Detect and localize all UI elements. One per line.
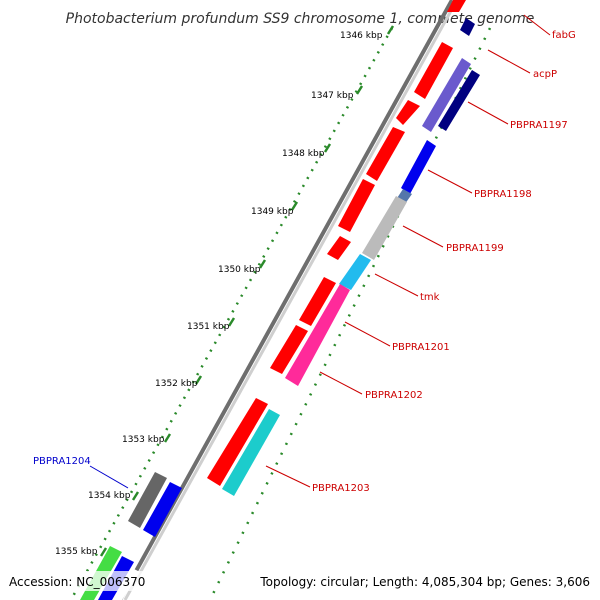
ruler-tick — [163, 433, 172, 443]
ruler-tick — [131, 491, 140, 501]
leader-line — [523, 14, 551, 36]
gene-block[interactable] — [401, 140, 436, 194]
gene-block[interactable] — [128, 472, 167, 528]
leader-line — [374, 273, 419, 297]
gene-block[interactable] — [460, 18, 475, 36]
gene-block[interactable] — [422, 58, 471, 132]
gene-block[interactable] — [339, 254, 371, 290]
gene-label-PBPRA1199[interactable]: PBPRA1199 — [446, 243, 504, 254]
gene-labels: fabG acpP PBPRA1197 PBPRA1198 PBPRA1199 … — [33, 30, 576, 494]
gene-block[interactable] — [207, 398, 268, 486]
ruler-tick — [99, 547, 108, 557]
leader-line — [427, 169, 473, 194]
ruler-tick — [290, 201, 299, 211]
gene-block[interactable] — [414, 42, 453, 99]
gene-block[interactable] — [447, 0, 466, 12]
ruler-tick — [227, 317, 236, 327]
gene-block[interactable] — [438, 70, 480, 131]
chromosome-backbone — [118, 0, 459, 600]
gene-block[interactable] — [143, 482, 182, 537]
gene-block[interactable] — [396, 100, 420, 125]
gene-label-PBPRA1197[interactable]: PBPRA1197 — [510, 120, 568, 131]
gene-label-PBPRA1202[interactable]: PBPRA1202 — [365, 390, 423, 401]
leader-line — [344, 321, 391, 347]
leader-line — [265, 465, 311, 488]
ruler-tick — [355, 85, 364, 95]
outer-ruler — [70, 27, 394, 599]
gene-label-PBPRA1204[interactable]: PBPRA1204 — [33, 456, 91, 467]
tick-label: 1349 kbp — [251, 207, 294, 217]
gene-label-fabG[interactable]: fabG — [552, 30, 576, 41]
gene-block[interactable] — [327, 236, 351, 260]
label-leaders — [89, 14, 551, 489]
tick-label: 1348 kbp — [282, 149, 325, 159]
gene-block[interactable] — [362, 196, 407, 260]
gene-label-PBPRA1201[interactable]: PBPRA1201 — [392, 342, 450, 353]
tick-label: 1350 kbp — [218, 265, 261, 275]
leader-line — [487, 49, 531, 74]
gene-label-acpP[interactable]: acpP — [533, 69, 557, 80]
tick-label: 1352 kbp — [155, 379, 198, 389]
footer: Accession: NC_006370 Topology: circular;… — [4, 571, 590, 591]
tick-label: 1353 kbp — [122, 435, 165, 445]
ruler-labels: 1346 kbp 1347 kbp 1348 kbp 1349 kbp 1350… — [55, 31, 383, 557]
ruler-tick — [258, 259, 267, 269]
gene-label-PBPRA1203[interactable]: PBPRA1203 — [312, 483, 370, 494]
gene-block[interactable] — [222, 409, 280, 496]
leader-line — [402, 225, 444, 248]
tick-label: 1355 kbp — [55, 547, 98, 557]
ruler-tick — [323, 143, 332, 153]
gene-block[interactable] — [285, 284, 350, 386]
tick-label: 1351 kbp — [187, 322, 230, 332]
gene-block[interactable] — [299, 277, 336, 326]
topology-summary: Topology: circular; Length: 4,085,304 bp… — [259, 575, 590, 589]
ruler-tick — [386, 25, 395, 35]
leader-line — [467, 101, 509, 125]
ruler-ticks — [99, 25, 395, 557]
leader-line — [319, 371, 363, 395]
tick-label: 1346 kbp — [340, 31, 383, 41]
gene-block[interactable] — [366, 127, 405, 181]
leader-line — [89, 465, 129, 489]
gene-block[interactable] — [338, 179, 375, 232]
accession-text: Accession: NC_006370 — [9, 575, 145, 589]
gene-label-PBPRA1198[interactable]: PBPRA1198 — [474, 189, 532, 200]
ruler-tick — [194, 375, 203, 385]
tick-label: 1347 kbp — [311, 91, 354, 101]
gene-block[interactable] — [270, 325, 308, 374]
map-title: Photobacterium profundum SS9 chromosome … — [66, 11, 535, 27]
forward-strand — [207, 0, 466, 486]
tick-label: 1354 kbp — [88, 491, 131, 501]
gene-label-tmk[interactable]: tmk — [420, 292, 440, 303]
